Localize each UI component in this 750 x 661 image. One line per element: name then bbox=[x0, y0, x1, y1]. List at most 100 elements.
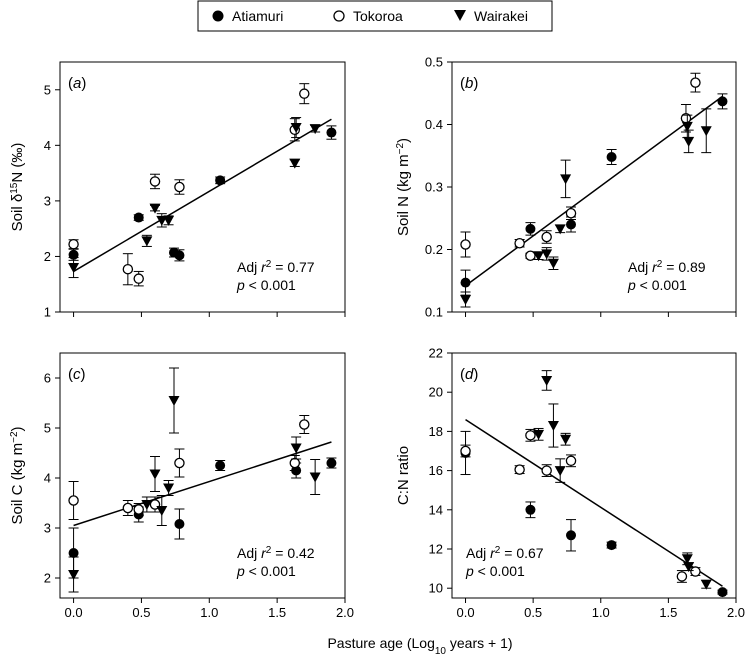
x-tick-label-d: 1.0 bbox=[592, 605, 610, 620]
marker-filled-triangle-down bbox=[683, 136, 695, 147]
y-tick-label-d: 10 bbox=[429, 581, 443, 596]
data-point-tokoroa bbox=[514, 237, 525, 249]
data-point-tokoroa bbox=[525, 428, 536, 442]
data-point-wairakei bbox=[683, 129, 695, 154]
marker-filled-circle bbox=[174, 250, 185, 261]
data-point-tokoroa bbox=[133, 503, 144, 516]
marker-filled-circle bbox=[566, 219, 577, 230]
marker-filled-triangle-down bbox=[290, 443, 302, 454]
x-tick-label-c: 2.0 bbox=[336, 605, 354, 620]
marker-open-circle bbox=[460, 445, 471, 457]
data-point-wairakei bbox=[290, 436, 302, 460]
data-point-atiamuri bbox=[215, 175, 226, 186]
legend-box bbox=[197, 0, 553, 32]
shared-x-axis-label: Pasture age (Log10 years + 1) bbox=[327, 635, 512, 657]
data-point-wairakei bbox=[141, 496, 153, 513]
y-tick-label-a: 5 bbox=[44, 82, 51, 97]
marker-filled-circle bbox=[717, 587, 728, 598]
x-tick-label-c: 1.5 bbox=[268, 605, 286, 620]
data-point-atiamuri bbox=[525, 501, 536, 519]
y-tick-label-b: 0.3 bbox=[425, 180, 443, 195]
marker-open-circle bbox=[149, 176, 161, 187]
data-point-tokoroa bbox=[299, 415, 310, 434]
data-point-wairakei bbox=[533, 427, 545, 441]
data-point-wairakei bbox=[560, 432, 572, 446]
y-tick-label-d: 20 bbox=[429, 385, 443, 400]
marker-open-circle bbox=[122, 502, 134, 514]
x-tick-label-d: 1.5 bbox=[659, 605, 677, 620]
data-point-wairakei bbox=[141, 234, 153, 247]
panel-c: 0.0 0.5 1.0 1.5 2.0 2 3 4 5 6 Soil C (kg m−2) (c) Ad… bbox=[9, 352, 354, 620]
panel-d: 0.0 0.5 1.0 1.5 2.0 10 12 14 16 18 20 22 C:N ratio (d… bbox=[395, 346, 745, 621]
annotation-r2-a: Adj r2 = 0.77 bbox=[237, 259, 315, 276]
marker-open-circle bbox=[541, 465, 552, 476]
data-point-tokoroa bbox=[690, 566, 701, 577]
data-point-tokoroa bbox=[514, 464, 525, 475]
data-point-atiamuri bbox=[525, 222, 536, 236]
panel-a: 1 2 3 4 5 Soil δ15N (‰) (a) Adj r2 = 0.77p < 0.… bbox=[9, 61, 346, 320]
marker-filled-triangle-down bbox=[560, 434, 572, 445]
marker-open-circle bbox=[133, 273, 144, 284]
marker-filled-circle bbox=[525, 223, 536, 234]
data-point-tokoroa bbox=[174, 179, 185, 195]
data-point-wairakei bbox=[156, 495, 168, 526]
marker-filled-circle bbox=[326, 127, 337, 138]
data-point-atiamuri bbox=[606, 540, 617, 551]
x-tick-label-c: 0.5 bbox=[132, 605, 150, 620]
data-point-tokoroa bbox=[299, 83, 310, 105]
marker-filled-triangle-down bbox=[309, 124, 321, 135]
annotation-r2-b: Adj r2 = 0.89 bbox=[628, 259, 706, 276]
marker-filled-triangle-down bbox=[700, 579, 712, 590]
marker-open-circle bbox=[460, 239, 471, 250]
marker-filled-triangle-down bbox=[700, 126, 712, 137]
data-point-tokoroa bbox=[174, 448, 185, 478]
legend-marker-wairakei bbox=[454, 10, 466, 21]
annotation-p-b: p < 0.001 bbox=[627, 277, 687, 293]
data-point-wairakei bbox=[700, 579, 712, 590]
marker-open-circle bbox=[525, 430, 536, 441]
data-point-wairakei bbox=[168, 367, 180, 434]
y-tick-label-b: 0.5 bbox=[425, 55, 443, 70]
y-axis-label-d: C:N ratio bbox=[395, 446, 412, 505]
marker-open-circle bbox=[514, 237, 525, 249]
y-tick-label-b: 0.1 bbox=[425, 305, 443, 320]
data-point-wairakei bbox=[683, 562, 695, 573]
panel-label-c: (c) bbox=[68, 366, 86, 383]
marker-filled-circle bbox=[606, 540, 617, 551]
data-point-tokoroa bbox=[565, 454, 577, 468]
marker-open-circle bbox=[525, 250, 536, 261]
marker-open-circle bbox=[122, 263, 134, 275]
regression-line-c bbox=[73, 441, 332, 527]
annotation-r2-c: Adj r2 = 0.42 bbox=[237, 545, 315, 562]
marker-open-circle bbox=[690, 77, 701, 88]
data-point-wairakei bbox=[68, 257, 80, 279]
data-point-atiamuri bbox=[174, 508, 185, 540]
y-tick-label-b: 0.4 bbox=[425, 117, 443, 132]
data-point-tokoroa bbox=[289, 455, 301, 471]
data-point-atiamuri bbox=[133, 212, 144, 223]
marker-open-circle bbox=[289, 457, 301, 469]
y-tick-label-d: 16 bbox=[429, 463, 443, 478]
marker-filled-triangle-down bbox=[168, 396, 180, 406]
data-point-wairakei bbox=[163, 215, 175, 226]
legend-label-atiamuri: Atiamuri bbox=[232, 8, 283, 24]
marker-filled-triangle-down bbox=[547, 421, 559, 432]
data-point-tokoroa bbox=[149, 173, 161, 190]
y-tick-label-d: 22 bbox=[429, 346, 443, 361]
data-point-tokoroa bbox=[690, 72, 701, 93]
y-tick-label-d: 14 bbox=[429, 502, 443, 517]
marker-open-circle bbox=[565, 207, 577, 219]
marker-open-circle bbox=[541, 231, 552, 243]
marker-open-circle bbox=[565, 455, 577, 467]
data-point-atiamuri bbox=[566, 519, 577, 552]
y-tick-label-d: 12 bbox=[429, 542, 443, 557]
marker-filled-circle bbox=[566, 530, 577, 541]
marker-filled-circle bbox=[174, 519, 185, 529]
data-point-tokoroa bbox=[122, 253, 134, 286]
y-tick-label-c: 5 bbox=[44, 421, 51, 436]
data-point-tokoroa bbox=[133, 270, 144, 287]
marker-open-circle bbox=[68, 495, 79, 506]
data-point-wairakei bbox=[547, 403, 559, 448]
data-point-atiamuri bbox=[215, 460, 226, 471]
